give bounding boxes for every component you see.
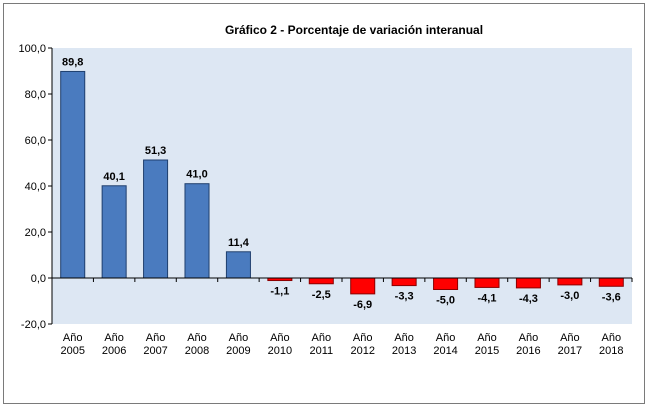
data-label: -3,6 xyxy=(602,291,621,303)
x-tick-label: 2015 xyxy=(475,345,499,357)
data-label: -1,1 xyxy=(270,286,289,298)
data-label: 89,8 xyxy=(62,56,83,68)
y-axis: -20,0 0,0 20,0 40,0 60,0 80,0 100,0 xyxy=(18,43,53,331)
x-tick-label: Año xyxy=(477,332,497,344)
bar-chart: Gráfico 2 - Porcentaje de variación inte… xyxy=(18,23,633,357)
y-tick-label: -20,0 xyxy=(21,319,46,331)
data-label: -5,0 xyxy=(436,295,455,307)
chart-title: Gráfico 2 - Porcentaje de variación inte… xyxy=(225,23,483,37)
data-label: -4,3 xyxy=(519,293,538,305)
x-tick-label: 2016 xyxy=(516,345,540,357)
bar xyxy=(433,277,459,290)
data-label: 11,4 xyxy=(228,237,250,249)
x-tick-label: Año xyxy=(601,332,621,344)
data-label: -3,0 xyxy=(560,290,579,302)
y-tick-label: 60,0 xyxy=(25,135,46,147)
bar xyxy=(350,277,376,295)
x-tick-label: Año xyxy=(436,332,456,344)
x-tick-label: Año xyxy=(146,332,166,344)
x-tick-label: 2012 xyxy=(350,345,374,357)
y-tick-label: 0,0 xyxy=(31,273,46,285)
data-label: 51,3 xyxy=(145,145,166,157)
data-label: 40,1 xyxy=(103,171,124,183)
data-label: -2,5 xyxy=(312,289,331,301)
x-tick-label: Año xyxy=(394,332,414,344)
x-tick-label: 2006 xyxy=(102,345,126,357)
y-tick-label: 20,0 xyxy=(25,227,46,239)
bar xyxy=(474,277,500,288)
x-tick-label: Año xyxy=(270,332,290,344)
bar xyxy=(308,277,334,285)
x-tick-label: Año xyxy=(187,332,207,344)
x-tick-label: Año xyxy=(560,332,580,344)
x-tick-label: 2013 xyxy=(392,345,416,357)
x-tick-label: 2008 xyxy=(185,345,209,357)
chart-frame: Gráfico 2 - Porcentaje de variación inte… xyxy=(3,3,645,404)
bar xyxy=(184,183,210,279)
x-tick-label: Año xyxy=(63,332,83,344)
bar xyxy=(391,277,417,287)
bar xyxy=(557,277,583,286)
y-tick-label: 40,0 xyxy=(25,181,46,193)
x-tick-label: Año xyxy=(311,332,331,344)
x-tick-label: Año xyxy=(229,332,249,344)
data-label: 41,0 xyxy=(186,169,207,181)
data-label: -6,9 xyxy=(353,299,372,311)
x-tick-label: Año xyxy=(519,332,539,344)
x-tick-label: Año xyxy=(353,332,373,344)
x-tick-label: Año xyxy=(104,332,124,344)
bar xyxy=(60,70,86,279)
bar xyxy=(598,277,624,287)
x-axis: Año2005Año2006Año2007Año2008Año2009Año20… xyxy=(51,277,633,357)
bars xyxy=(60,70,624,295)
x-tick-label: 2005 xyxy=(60,345,84,357)
x-tick-label: 2009 xyxy=(226,345,250,357)
y-tick-label: 100,0 xyxy=(18,43,46,55)
bar xyxy=(515,277,541,289)
y-tick-label: 80,0 xyxy=(25,89,46,101)
data-label: -4,1 xyxy=(478,292,497,304)
data-label: -3,3 xyxy=(395,291,414,303)
x-tick-label: 2018 xyxy=(599,345,623,357)
bar xyxy=(101,185,127,279)
bar xyxy=(225,251,251,279)
x-tick-label: 2017 xyxy=(558,345,582,357)
bar xyxy=(143,159,169,279)
x-tick-label: 2010 xyxy=(268,345,292,357)
data-labels: 89,8 40,1 51,3 41,0 11,4 -1,1 -2,5 -6,9 -3,3 -5,0… xyxy=(62,56,621,310)
x-tick-label: 2014 xyxy=(433,345,457,357)
x-tick-label: 2007 xyxy=(143,345,167,357)
plot-area xyxy=(52,48,632,324)
x-tick-label: 2011 xyxy=(309,345,333,357)
